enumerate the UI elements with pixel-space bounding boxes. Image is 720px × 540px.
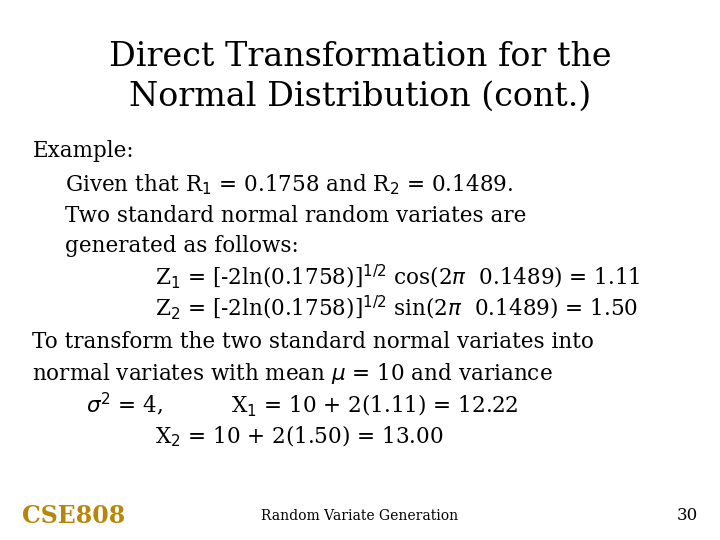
Text: X$_{2}$ = 10 + 2(1.50) = 13.00: X$_{2}$ = 10 + 2(1.50) = 13.00 xyxy=(155,424,444,449)
Text: Direct Transformation for the: Direct Transformation for the xyxy=(109,40,611,73)
Text: Given that R$_{1}$ = 0.1758 and R$_{2}$ = 0.1489.: Given that R$_{1}$ = 0.1758 and R$_{2}$ … xyxy=(65,172,513,197)
Text: $\sigma^{2}$ = 4,          X$_{1}$ = 10 + 2(1.11) = 12.22: $\sigma^{2}$ = 4, X$_{1}$ = 10 + 2(1.11)… xyxy=(86,391,519,419)
Text: Random Variate Generation: Random Variate Generation xyxy=(261,509,459,523)
Text: 30: 30 xyxy=(677,507,698,524)
Text: Z$_{1}$ = [-2ln(0.1758)]$^{1/2}$ cos(2$\pi$  0.1489) = 1.11: Z$_{1}$ = [-2ln(0.1758)]$^{1/2}$ cos(2$\… xyxy=(155,262,640,291)
Text: normal variates with mean $\mu$ = 10 and variance: normal variates with mean $\mu$ = 10 and… xyxy=(32,361,553,386)
Text: To transform the two standard normal variates into: To transform the two standard normal var… xyxy=(32,332,594,353)
Text: generated as follows:: generated as follows: xyxy=(65,235,299,256)
Text: Two standard normal random variates are: Two standard normal random variates are xyxy=(65,205,526,227)
Text: Example:: Example: xyxy=(32,140,134,162)
Text: Z$_{2}$ = [-2ln(0.1758)]$^{1/2}$ sin(2$\pi$  0.1489) = 1.50: Z$_{2}$ = [-2ln(0.1758)]$^{1/2}$ sin(2$\… xyxy=(155,294,638,322)
Text: Normal Distribution (cont.): Normal Distribution (cont.) xyxy=(129,81,591,113)
Text: CSE808: CSE808 xyxy=(22,504,125,528)
